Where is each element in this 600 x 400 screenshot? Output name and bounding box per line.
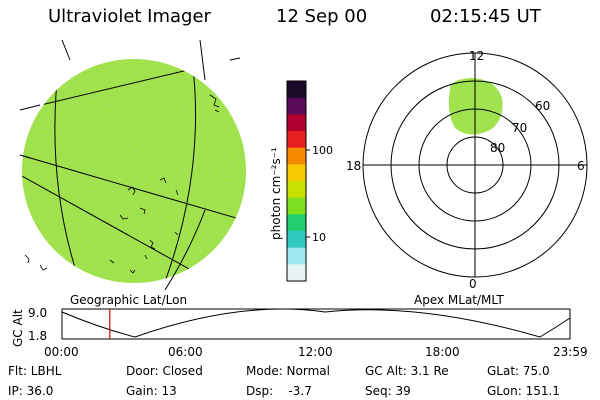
altitude-ytick-low: 1.8 [28, 329, 47, 343]
time-tick-06: 06:00 [168, 345, 203, 359]
lat-label-70: 70 [512, 121, 527, 135]
colorbar-band [287, 147, 306, 165]
status-glon: GLon: 151.1 [487, 384, 560, 398]
lat-label-80: 80 [490, 141, 505, 155]
mlt-label-12: 12 [469, 49, 484, 63]
colorbar-band [287, 231, 306, 249]
status-door: Door: Closed [126, 364, 203, 378]
status-dsp: Dsp: -3.7 [246, 384, 312, 398]
apex-panel-label: Apex MLat/MLT [414, 293, 504, 307]
altitude-strip: GC Alt 9.0 1.8 [11, 306, 571, 347]
mlt-label-18: 18 [346, 159, 361, 173]
polar-plot: 12 18 6 0 60 70 80 [346, 49, 588, 291]
mlt-label-0: 0 [469, 277, 477, 291]
colorbar: 100 10 photon cm⁻²s⁻¹ [269, 80, 333, 282]
colorbar-band [287, 164, 306, 182]
geographic-panel-label: Geographic Lat/Lon [70, 293, 188, 307]
lat-label-60: 60 [535, 99, 550, 113]
auroral-oval [448, 78, 503, 135]
colorbar-unit-label: photon cm⁻²s⁻¹ [269, 147, 283, 240]
mlt-label-6: 6 [577, 159, 585, 173]
time-tick-2359: 23:59 [553, 345, 588, 359]
colorbar-band [287, 131, 306, 149]
colorbar-band [287, 81, 306, 99]
status-mode: Mode: Normal [246, 364, 330, 378]
altitude-ytick-high: 9.0 [28, 306, 47, 320]
coastline-details [24, 94, 220, 274]
status-filter: Flt: LBHL [8, 364, 62, 378]
time-tick-18: 18:00 [425, 345, 460, 359]
time-tick-12: 12:00 [298, 345, 333, 359]
status-gc-alt: GC Alt: 3.1 Re [365, 364, 449, 378]
status-ip: IP: 36.0 [8, 384, 54, 398]
status-seq: Seq: 39 [365, 384, 411, 398]
colorbar-band [287, 97, 306, 115]
colorbar-band [287, 181, 306, 199]
earth-disk-image [19, 39, 246, 291]
observation-time: 02:15:45 UT [430, 6, 541, 27]
colorbar-band [287, 214, 306, 232]
colorbar-band [287, 197, 306, 215]
colorbar-band [287, 114, 306, 132]
status-gain: Gain: 13 [126, 384, 177, 398]
observation-date: 12 Sep 00 [276, 6, 368, 27]
colorbar-tick-100: 100 [312, 144, 333, 157]
altitude-ylabel: GC Alt [11, 309, 25, 347]
colorbar-tick-10: 10 [312, 231, 326, 244]
instrument-title: Ultraviolet Imager [48, 6, 211, 27]
colorbar-band [287, 247, 306, 265]
time-tick-00: 00:00 [44, 345, 79, 359]
colorbar-band [287, 264, 306, 282]
status-glat: GLat: 75.0 [487, 364, 550, 378]
